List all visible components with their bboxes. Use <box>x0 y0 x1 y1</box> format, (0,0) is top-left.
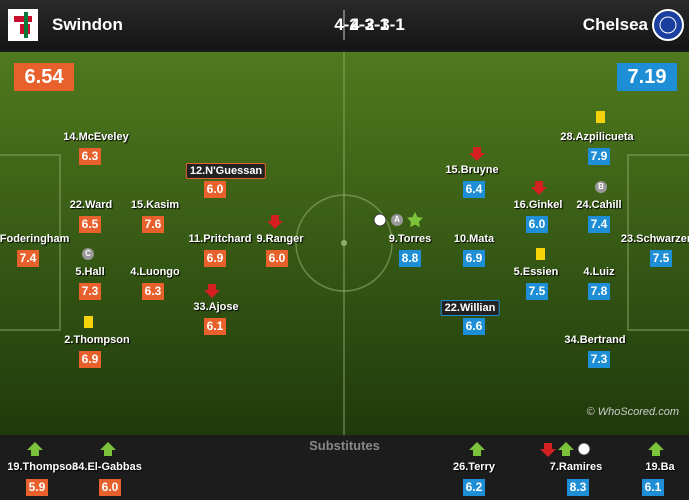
away-team-rating: 7.19 <box>617 63 677 91</box>
player-rating: 7.5 <box>650 250 672 267</box>
player-badge: B <box>595 181 607 193</box>
player-rating: 7.9 <box>588 148 610 165</box>
player-name: 22.Ward <box>69 199 113 211</box>
player-name: 10.Mata <box>453 233 495 245</box>
player-name: 34.Bertrand <box>564 334 626 346</box>
player-name: 5.Hall <box>75 266 105 278</box>
player-name: 28.Azpilicueta <box>560 131 634 143</box>
home-team-rating: 6.54 <box>14 63 74 91</box>
home-team: Swindon <box>52 15 123 34</box>
substitutes-title: Substitutes <box>309 438 380 453</box>
player-name: 14.McEveley <box>63 131 129 143</box>
sub-rating: 6.2 <box>463 479 485 496</box>
player-badge: A <box>391 214 403 226</box>
player-rating: 7.3 <box>588 351 610 368</box>
player-rating: 6.9 <box>204 250 226 267</box>
player-name: 33.Ajose <box>193 301 239 313</box>
player-name: 9.Torres <box>388 233 432 245</box>
player-name: 4.Luongo <box>130 266 180 278</box>
player-name: 15.Kasim <box>130 199 180 211</box>
sub-name: 7.Ramires <box>549 461 603 473</box>
player-rating: 6.5 <box>79 216 101 233</box>
player-name: 9.Ranger <box>256 233 304 245</box>
player-rating: 6.6 <box>463 318 485 335</box>
player-name: 22.Willian <box>440 300 500 316</box>
player-rating: 7.8 <box>588 283 610 300</box>
watermark: © WhoScored.com <box>586 406 679 418</box>
sub-name: 26.Terry <box>453 461 495 473</box>
player-name: 5.Essien <box>513 266 559 278</box>
sub-rating: 6.0 <box>99 479 121 496</box>
player-name: 16.Ginkel <box>513 199 563 211</box>
player-name: 1.Foderingham <box>0 233 70 245</box>
player-rating: 7.6 <box>142 216 164 233</box>
player-name: 4.Luiz <box>583 266 615 278</box>
player-rating: 8.8 <box>399 250 421 267</box>
player-rating: 6.9 <box>79 351 101 368</box>
player-rating: 6.0 <box>266 250 288 267</box>
player-name: 11.Pritchard <box>188 233 252 245</box>
player-rating: 7.3 <box>79 283 101 300</box>
player-rating: 6.1 <box>204 318 226 335</box>
sub-name: 19.Ba <box>645 461 675 473</box>
sub-rating: 8.3 <box>567 479 589 496</box>
player-rating: 6.4 <box>463 181 485 198</box>
home-formation: 4-2-3-1 <box>334 15 389 34</box>
sub-rating: 6.1 <box>642 479 664 496</box>
sub-name: 34.El-Gabbas <box>72 461 142 473</box>
away-formation: 4-2-3-1 <box>350 15 405 34</box>
sub-name: 19.Thompson <box>7 461 79 473</box>
player-name: 15.Bruyne <box>445 164 499 176</box>
player-rating: 7.4 <box>588 216 610 233</box>
player-rating: 7.5 <box>526 283 548 300</box>
away-team: Chelsea <box>582 15 648 34</box>
player-rating: 6.3 <box>142 283 164 300</box>
player-badge: C <box>82 248 94 260</box>
player-name: 2.Thompson <box>64 334 130 346</box>
player-rating: 6.0 <box>204 181 226 198</box>
player-name: 12.N'Guessan <box>185 163 267 179</box>
sub-rating: 5.9 <box>26 479 48 496</box>
player-name: 23.Schwarzer <box>620 233 689 245</box>
player-rating: 6.3 <box>79 148 101 165</box>
player-rating: 7.4 <box>17 250 39 267</box>
player-rating: 6.9 <box>463 250 485 267</box>
player-rating: 6.0 <box>526 216 548 233</box>
player-name: 24.Cahill <box>576 199 622 211</box>
